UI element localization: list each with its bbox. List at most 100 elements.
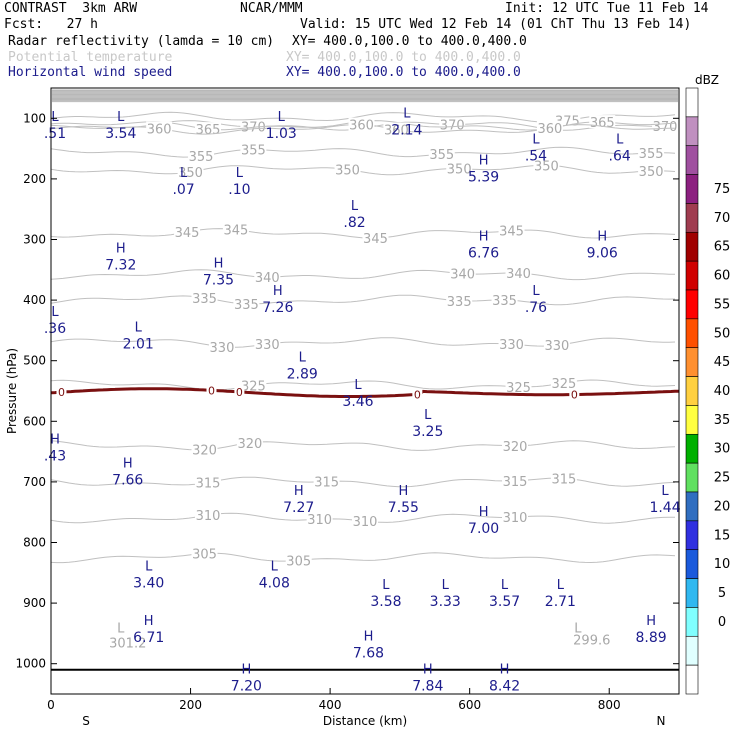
theta-label-bg xyxy=(222,222,249,236)
y-tick-label: 400 xyxy=(23,293,46,307)
theta-label-bg xyxy=(589,115,616,129)
wind-extremum-type: L xyxy=(271,560,279,575)
theta-label-bg xyxy=(383,122,410,136)
wind-extremum-value: 7.20 xyxy=(231,679,262,695)
theta-label-bg xyxy=(254,270,281,284)
freezing-label: 0 xyxy=(414,388,421,401)
model-title: CONTRAST 3km ARW xyxy=(4,1,138,16)
colorbar-swatch xyxy=(685,549,699,579)
x-tick-label: 600 xyxy=(458,698,481,712)
wind-extremum-value: 3.33 xyxy=(430,594,461,610)
x-tick-label: 800 xyxy=(598,698,621,712)
freezing-label-bg xyxy=(569,388,580,401)
colorbar-level: 65 xyxy=(714,240,731,255)
theta-label: 360 xyxy=(147,123,172,138)
theta-label: 345 xyxy=(363,232,388,247)
theta-label-bg xyxy=(195,508,221,522)
colorbar-swatch xyxy=(685,578,699,608)
theta-label: 360 xyxy=(349,119,374,134)
wind-extremum-value: 8.89 xyxy=(636,630,667,646)
colorbar-swatch xyxy=(685,635,699,666)
y-tick-label: 100 xyxy=(23,111,46,125)
wind-extremum-value: .10 xyxy=(228,182,250,198)
freezing-label-bg xyxy=(234,385,245,398)
wind-extremum-value: 2.71 xyxy=(545,594,576,610)
theta-label-bg xyxy=(446,161,473,175)
theta-label: 365 xyxy=(196,123,221,138)
wind-extremum-value: .64 xyxy=(609,148,631,164)
theta-annotation: 299.6 xyxy=(573,633,610,648)
freezing-label: 0 xyxy=(58,386,65,399)
theta-label: 315 xyxy=(551,472,576,487)
wind-extremum-value: 6.71 xyxy=(133,630,164,646)
theta-label-bg xyxy=(195,122,221,136)
valid-time: Valid: 15 UTC Wed 12 Feb 14 (01 ChT Thu … xyxy=(300,17,692,32)
colorbar-swatch xyxy=(685,607,699,637)
colorbar-level: 30 xyxy=(714,442,731,457)
wind-extremum-type: H xyxy=(500,663,510,678)
wind-extremum-value: 7.55 xyxy=(388,500,419,516)
theta-label-bg xyxy=(285,553,312,567)
freezing-label: 0 xyxy=(571,389,578,402)
axes: 100 200 300 400 500 600 700 800 900 1000 0 200 400 60… xyxy=(5,111,679,728)
theta-label: 360 xyxy=(537,122,562,137)
theta-label: 315 xyxy=(196,476,221,491)
theta-label-bg xyxy=(208,339,235,353)
colorbar-level: 70 xyxy=(714,211,731,226)
theta-label-bg xyxy=(638,146,665,160)
colorbar-swatch xyxy=(685,376,699,406)
theta-label: 355 xyxy=(639,147,664,162)
wind-extremum-value: 1.03 xyxy=(266,126,297,142)
wind-extremum-value: 3.46 xyxy=(342,394,373,410)
y-tick-label: 1000 xyxy=(15,657,46,671)
field-wind-label: Horizontal wind speed xyxy=(8,65,173,80)
theta-label-bg xyxy=(348,117,375,131)
y-tick-label: 700 xyxy=(23,475,46,489)
wind-extremum-value: .07 xyxy=(172,182,194,198)
colorbar-swatch xyxy=(685,318,699,349)
theta-contour xyxy=(50,294,676,306)
theta-contour xyxy=(50,440,676,451)
theta-label: 350 xyxy=(447,163,472,178)
theta-label: 360 xyxy=(384,124,409,139)
theta-label: 325 xyxy=(506,381,531,396)
wind-extremum-value: 7.35 xyxy=(203,273,234,289)
wind-extremum-type: L xyxy=(501,578,509,593)
wind-extremum-value: 3.54 xyxy=(105,126,136,142)
wind-extremum-value: 1.44 xyxy=(649,500,680,516)
wind-extremum-type: L xyxy=(145,560,153,575)
wind-extremum-value: 2.01 xyxy=(123,336,154,352)
wind-extremum-type: L xyxy=(278,110,286,125)
freezing-label: 0 xyxy=(236,386,243,399)
wind-extremum-value: 3.57 xyxy=(489,594,520,610)
field-reflectivity-xy: XY= 400.0,100.0 to 400.0,400.0 xyxy=(292,34,527,49)
y-tick-label: 800 xyxy=(23,536,46,550)
theta-label-bg xyxy=(313,474,340,488)
colorbar-swatch xyxy=(685,664,699,695)
theta-label: 320 xyxy=(503,440,528,455)
theta-contour xyxy=(50,269,676,281)
theta-label-bg xyxy=(195,475,221,489)
freezing-label-bg xyxy=(56,386,67,399)
theta-label-bg xyxy=(240,378,267,392)
wind-speed-extrema: L.51L3.54L1.03L2.14L.54L.64L.07L.10H5.39… xyxy=(44,106,681,694)
wind-extremum-type: H xyxy=(116,242,126,257)
x-tick-label: 200 xyxy=(179,698,202,712)
wind-extremum-type: H xyxy=(214,257,224,272)
wind-extremum-type: H xyxy=(50,432,60,447)
colorbar-level: 50 xyxy=(714,326,731,341)
colorbar-level: 10 xyxy=(714,557,731,572)
theta-label-bg xyxy=(505,266,532,280)
theta-label: 345 xyxy=(499,225,524,240)
wind-extremum-type: H xyxy=(597,229,607,244)
theta-contour xyxy=(50,164,676,176)
wind-extremum-type: H xyxy=(123,457,133,472)
y-tick-label: 200 xyxy=(23,172,46,186)
theta-label-bg xyxy=(334,162,361,176)
wind-extremum-value: 7.00 xyxy=(468,521,499,537)
freezing-label-bg xyxy=(206,384,217,397)
theta-label-bg xyxy=(505,379,532,393)
north-label: N xyxy=(657,714,666,728)
theta-label: 355 xyxy=(429,148,454,163)
